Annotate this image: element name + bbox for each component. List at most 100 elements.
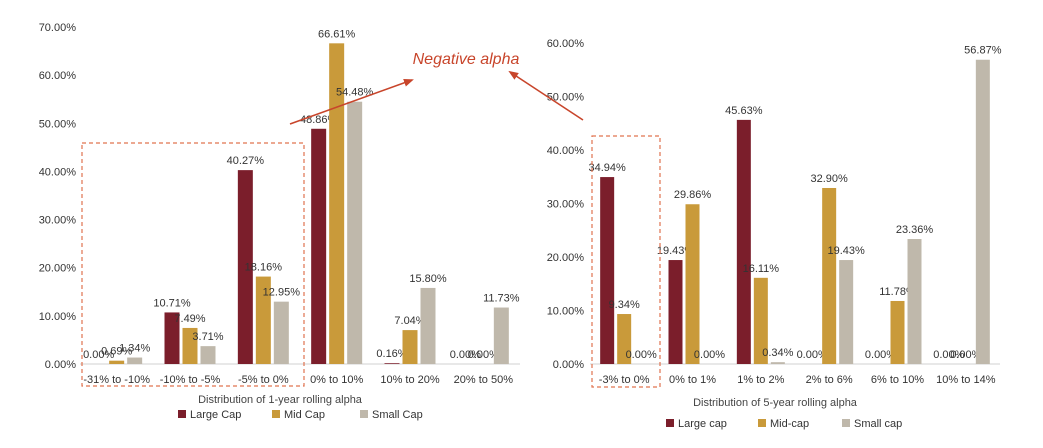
value-label: 0.16% — [376, 348, 407, 360]
y-tick-label: 60.00% — [547, 38, 585, 50]
value-label: 34.94% — [589, 162, 627, 174]
value-label: 0.00% — [468, 349, 499, 361]
legend-label: Large cap — [678, 418, 727, 430]
bar-mid — [753, 277, 768, 364]
bar-mid — [402, 330, 418, 364]
legend-swatch-large — [666, 419, 674, 427]
bar-mid — [182, 327, 198, 364]
legend-label: Small Cap — [372, 409, 423, 421]
legend-label: Large Cap — [190, 409, 241, 421]
bar-large — [311, 128, 327, 364]
value-label: 11.78% — [879, 286, 916, 298]
value-label: 29.86% — [674, 189, 712, 201]
y-tick-label: 10.00% — [39, 311, 77, 323]
y-tick-label: 20.00% — [39, 263, 77, 275]
category-label: -31% to -10% — [83, 374, 150, 386]
value-label: 15.80% — [409, 273, 447, 285]
legend-swatch-mid — [758, 419, 766, 427]
bar-mid — [329, 43, 345, 364]
value-label: 7.04% — [394, 315, 425, 327]
bar-small — [839, 260, 854, 364]
bar-small — [127, 357, 143, 364]
bar-large — [736, 119, 751, 364]
y-tick-label: 20.00% — [547, 252, 585, 264]
legend-label: Small cap — [854, 418, 902, 430]
negative-alpha-annotation: Negative alpha — [289, 51, 584, 125]
legend-swatch-mid — [272, 410, 280, 418]
y-tick-label: 50.00% — [39, 118, 77, 130]
bar-small — [493, 307, 509, 364]
bar-mid — [255, 276, 271, 364]
y-tick-label: 0.00% — [45, 359, 76, 371]
value-label: 7.49% — [174, 313, 205, 325]
value-label: 0.00% — [950, 349, 981, 361]
value-label: 12.95% — [263, 287, 301, 299]
bar-small — [975, 59, 990, 365]
legend-label: Mid-cap — [770, 418, 809, 430]
value-label: 0.00% — [450, 349, 481, 361]
negative-alpha-highlight-box — [591, 135, 661, 388]
chart-5-year-rolling-alpha: 0.00% 10.00% 20.00% 30.00% 40.00% 50.00% 60.00… — [547, 38, 1002, 430]
category-label: 0% to 1% — [669, 374, 716, 386]
value-label: 45.63% — [725, 105, 763, 117]
category-label: -5% to 0% — [238, 374, 289, 386]
value-label: 9.34% — [609, 299, 640, 311]
value-label: 1.34% — [119, 343, 150, 355]
value-label: 40.27% — [227, 155, 265, 167]
bar-small — [420, 287, 436, 364]
value-label: 0.00% — [865, 349, 896, 361]
legend-label: Mid Cap — [284, 409, 325, 421]
y-tick-label: 40.00% — [39, 166, 77, 178]
category-label: -10% to -5% — [160, 374, 221, 386]
annotation-text: Negative alpha — [413, 51, 520, 68]
bar-large — [668, 260, 683, 364]
bar-mid — [685, 204, 700, 364]
bar-large — [237, 170, 253, 364]
value-label: 56.87% — [964, 45, 1002, 57]
category-label: 10% to 20% — [380, 374, 440, 386]
value-label: 32.90% — [811, 173, 849, 185]
value-label: 19.43% — [828, 245, 866, 257]
y-tick-label: 60.00% — [39, 70, 77, 82]
value-label: 11.73% — [483, 293, 520, 305]
bar-mid — [890, 300, 905, 364]
bar-large — [600, 177, 615, 364]
category-label: 20% to 50% — [454, 374, 514, 386]
y-tick-label: 70.00% — [39, 22, 77, 34]
y-tick-label: 30.00% — [547, 199, 585, 211]
value-label: 0.69% — [101, 346, 132, 358]
category-label: 0% to 10% — [310, 374, 363, 386]
category-label: 10% to 14% — [936, 374, 996, 386]
value-label: 18.16% — [245, 262, 283, 274]
bar-small — [770, 362, 785, 364]
x-axis-title: Distribution of 5-year rolling alpha — [693, 397, 858, 409]
negative-alpha-highlight-box — [81, 142, 305, 387]
x-axis-title: Distribution of 1-year rolling alpha — [198, 394, 363, 406]
y-tick-label: 0.00% — [553, 359, 584, 371]
bar-mid — [617, 314, 632, 364]
value-label: 16.11% — [743, 263, 780, 275]
bar-large — [384, 363, 400, 364]
category-label: 1% to 2% — [737, 374, 784, 386]
value-label: 54.48% — [336, 87, 374, 99]
chart-1-year-rolling-alpha: 0.00% 10.00% 20.00% 30.00% 40.00% 50.00% 60.00… — [39, 22, 520, 421]
category-label: 6% to 10% — [871, 374, 924, 386]
value-label: 0.00% — [626, 349, 657, 361]
bar-small — [907, 239, 922, 364]
value-label: 19.43% — [657, 245, 695, 257]
category-label: 2% to 6% — [806, 374, 853, 386]
value-label: 10.71% — [153, 297, 191, 309]
y-tick-label: 50.00% — [547, 92, 585, 104]
value-label: 0.00% — [694, 349, 725, 361]
bar-mid — [822, 187, 837, 364]
y-tick-label: 30.00% — [39, 215, 77, 227]
y-tick-label: 40.00% — [547, 145, 585, 157]
value-label: 23.36% — [896, 224, 934, 236]
value-label: 3.71% — [192, 331, 223, 343]
bar-small — [273, 301, 289, 364]
legend-swatch-small — [360, 410, 368, 418]
bar-small — [200, 346, 216, 364]
category-label: -3% to 0% — [599, 374, 650, 386]
legend-swatch-small — [842, 419, 850, 427]
